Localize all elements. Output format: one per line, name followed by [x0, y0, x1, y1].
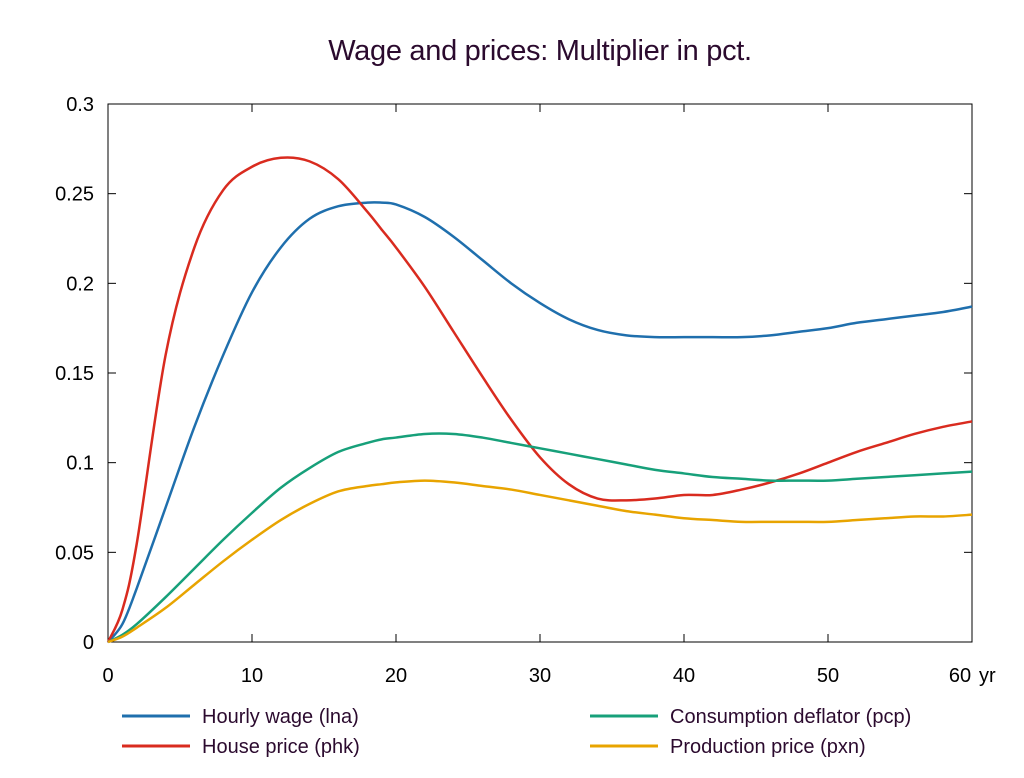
- series-line-consumption-deflator-pcp: [107, 432, 973, 644]
- legend: Hourly wage (lna) House price (phk) Consum…: [122, 706, 911, 758]
- series-line-production-price-pxn: [107, 479, 973, 644]
- legend-label-hourly-wage-lna: Hourly wage (lna): [202, 706, 359, 728]
- x-tick-label: 10: [241, 665, 263, 687]
- legend-label-house-price-phk: House price (phk): [202, 736, 360, 758]
- legend-label-consumption-deflator-pcp: Consumption deflator (pcp): [670, 706, 911, 728]
- y-tick-label: 0.1: [66, 453, 94, 475]
- x-tick-label: 50: [817, 665, 839, 687]
- y-tick-label: 0.2: [66, 273, 94, 295]
- x-tick-label: 30: [529, 665, 551, 687]
- y-tick-label: 0.25: [55, 184, 94, 206]
- axis-ticks: 0 10 20 30 40 50 60 0 0.05 0.1 0.15 0.2 0.25 0.3: [55, 94, 973, 687]
- plot-frame: [107, 103, 973, 643]
- x-tick-label: 0: [102, 665, 113, 687]
- x-tick-label: 20: [385, 665, 407, 687]
- legend-label-production-price-pxn: Production price (pxn): [670, 736, 866, 758]
- series-line-house-price-phk: [106, 156, 973, 643]
- x-unit-label: yr: [979, 665, 996, 687]
- series-line-hourly-wage-lna: [107, 201, 973, 643]
- chart-title: Wage and prices: Multiplier in pct.: [328, 35, 752, 67]
- y-tick-label: 0.15: [55, 363, 94, 385]
- x-tick-label: 60: [949, 665, 971, 687]
- y-tick-label: 0.05: [55, 542, 94, 564]
- y-tick-label: 0: [83, 632, 94, 654]
- series-layer: [106, 156, 973, 644]
- y-tick-label: 0.3: [66, 94, 94, 116]
- x-tick-label: 40: [673, 665, 695, 687]
